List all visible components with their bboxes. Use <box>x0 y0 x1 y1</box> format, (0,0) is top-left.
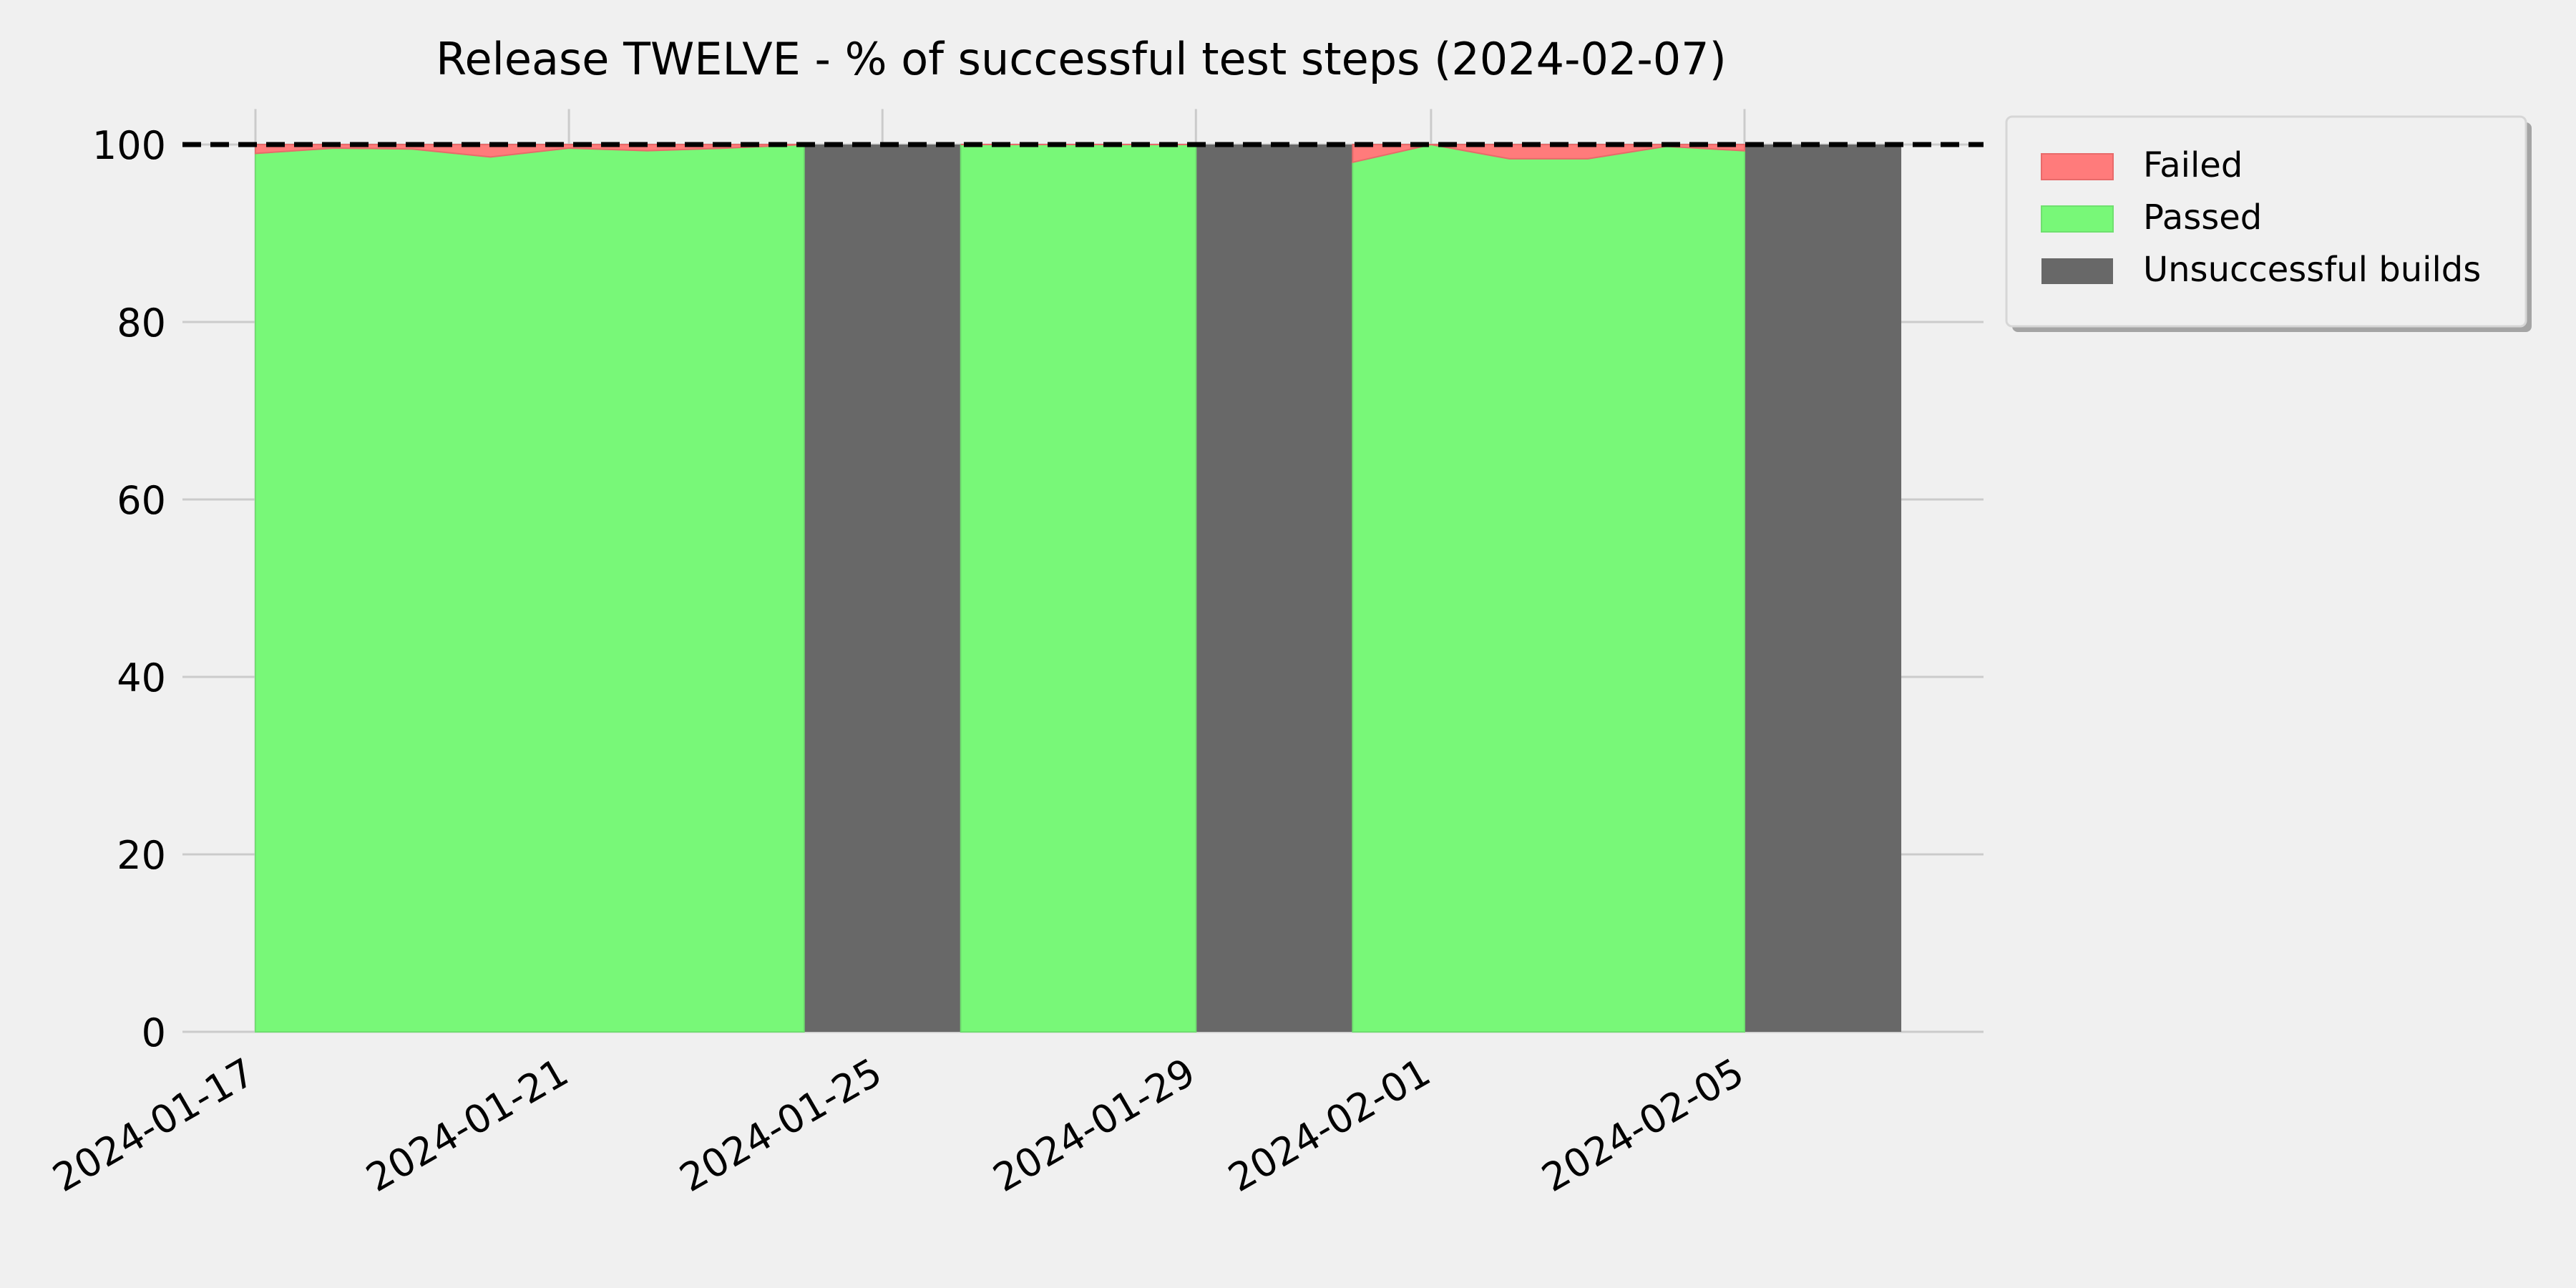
legend-swatch-failed <box>2041 153 2114 180</box>
unsuccessful-builds-layer <box>804 145 1902 1032</box>
unsuccessful-build-bar <box>1196 145 1353 1032</box>
legend-label: Unsuccessful builds <box>2143 250 2481 290</box>
passed-area <box>960 144 1197 1033</box>
legend-box <box>2005 115 2527 328</box>
legend-swatch-unsuccessful-builds <box>2041 258 2113 284</box>
y-tick-label: 40 <box>117 655 166 701</box>
chart-title: Release TWELVE - % of successful test st… <box>436 33 1727 85</box>
unsuccessful-build-bar <box>1745 145 1902 1032</box>
y-tick-label: 20 <box>117 833 166 878</box>
legend-label: Failed <box>2143 145 2243 185</box>
passed-area <box>1352 143 1745 1033</box>
failed-area <box>255 144 804 158</box>
y-tick-label: 0 <box>142 1010 166 1055</box>
y-axis-ticks: 0 20 40 60 80 100 <box>92 123 166 1055</box>
legend-label: Passed <box>2143 197 2262 238</box>
y-tick-label: 60 <box>117 478 166 523</box>
failed-area <box>1352 143 1745 164</box>
legend: Failed Passed Unsuccessful builds <box>2005 115 2532 332</box>
area-layer <box>255 143 1745 1033</box>
legend-swatch-passed <box>2041 205 2114 233</box>
unsuccessful-build-bar <box>804 145 961 1032</box>
y-tick-label: 80 <box>117 301 166 346</box>
y-tick-label: 100 <box>92 123 166 168</box>
passed-area <box>255 143 805 1033</box>
